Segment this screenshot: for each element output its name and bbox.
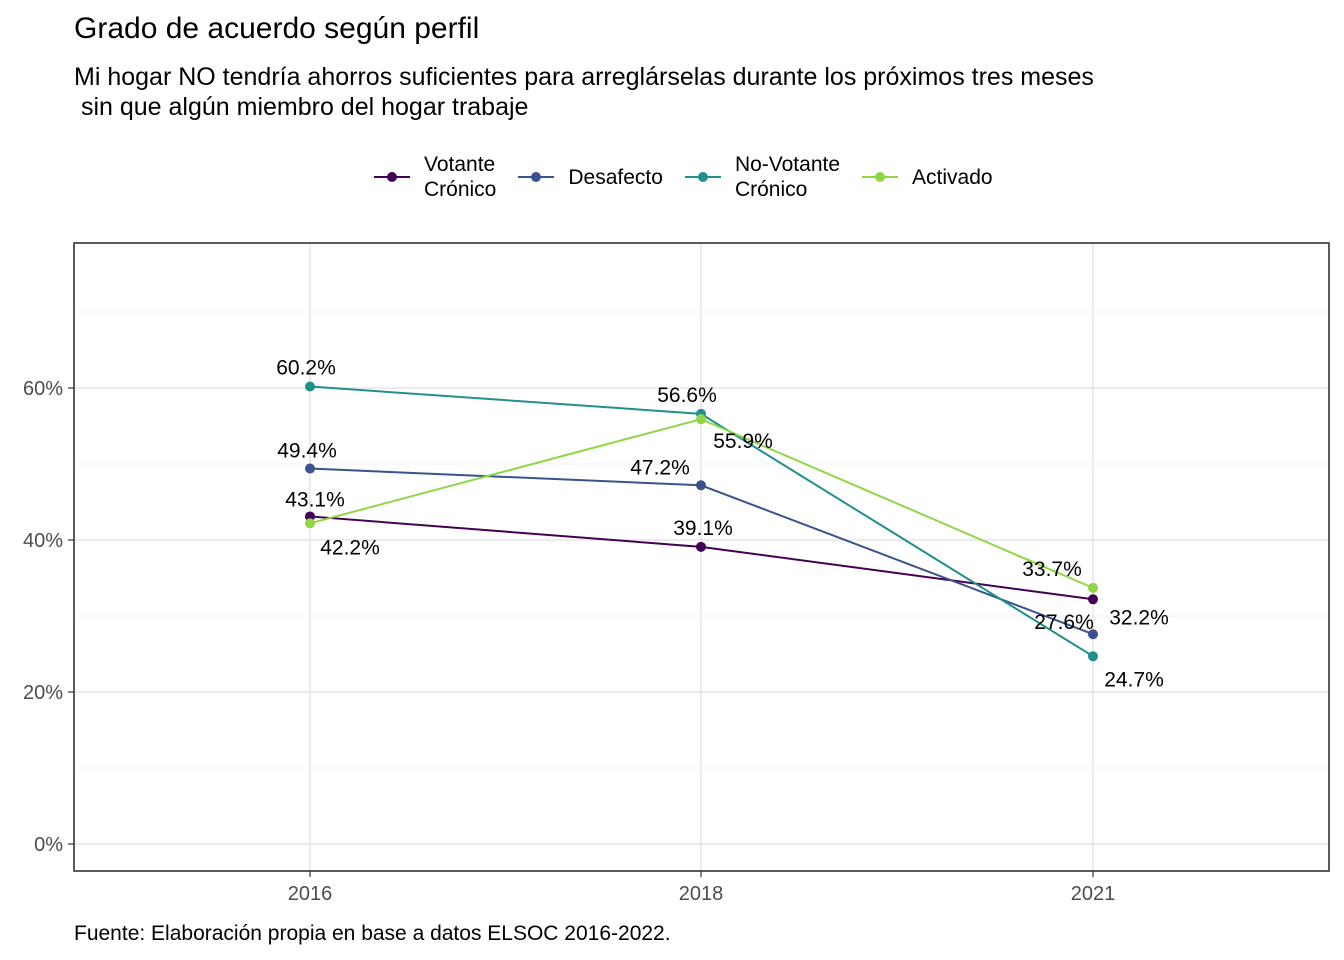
data-point bbox=[1088, 582, 1098, 593]
legend-label: Activado bbox=[912, 165, 993, 189]
chart-subtitle: Mi hogar NO tendría ahorros suficientes … bbox=[74, 63, 1094, 121]
data-label: 24.7% bbox=[1104, 668, 1164, 691]
legend-label: Votante Crónico bbox=[424, 153, 497, 201]
legend-key bbox=[681, 167, 725, 187]
data-label: 39.1% bbox=[673, 517, 733, 540]
data-point bbox=[1088, 594, 1098, 605]
y-tick-label: 40% bbox=[23, 530, 63, 552]
data-label: 49.4% bbox=[277, 440, 337, 463]
legend-item: Activado bbox=[858, 165, 993, 190]
data-point bbox=[305, 463, 315, 474]
data-label: 42.2% bbox=[320, 536, 380, 559]
data-label: 32.2% bbox=[1109, 606, 1169, 629]
legend-key bbox=[858, 167, 902, 187]
data-label: 27.6% bbox=[1034, 611, 1094, 634]
data-label: 60.2% bbox=[276, 356, 336, 379]
y-tick-label: 60% bbox=[23, 378, 63, 400]
data-point bbox=[696, 414, 706, 425]
legend-item: No-Votante Crónico bbox=[681, 152, 840, 202]
x-tick-label: 2018 bbox=[679, 883, 724, 905]
data-label: 47.2% bbox=[630, 456, 690, 479]
data-point bbox=[305, 381, 315, 392]
panel-border bbox=[73, 242, 1330, 872]
data-point bbox=[696, 480, 706, 491]
legend-label: No-Votante Crónico bbox=[734, 153, 841, 201]
y-tick-label: 20% bbox=[23, 682, 63, 704]
data-point bbox=[1088, 629, 1098, 640]
y-tick-label: 0% bbox=[34, 834, 63, 856]
data-point bbox=[696, 541, 706, 552]
legend-item: Votante Crónico bbox=[370, 152, 496, 202]
chart-title: Grado de acuerdo según perfil bbox=[74, 12, 480, 45]
legend-key bbox=[514, 167, 558, 187]
x-tick-label: 2016 bbox=[288, 883, 333, 905]
caption: Fuente: Elaboración propia en base a dat… bbox=[74, 922, 671, 945]
x-tick-label: 2021 bbox=[1071, 883, 1116, 905]
data-label: 43.1% bbox=[285, 488, 345, 511]
legend-label: Desafecto bbox=[568, 165, 663, 189]
data-label: 33.7% bbox=[1022, 558, 1082, 581]
data-label: 56.6% bbox=[657, 384, 717, 407]
legend-key bbox=[370, 167, 414, 187]
data-point bbox=[305, 511, 315, 522]
data-label: 55.9% bbox=[713, 430, 773, 453]
data-point bbox=[1088, 651, 1098, 662]
legend-item: Desafecto bbox=[514, 165, 663, 190]
data-point bbox=[305, 518, 315, 529]
legend: Votante Crónico Desafecto No-Votante Cróni… bbox=[370, 150, 1011, 204]
